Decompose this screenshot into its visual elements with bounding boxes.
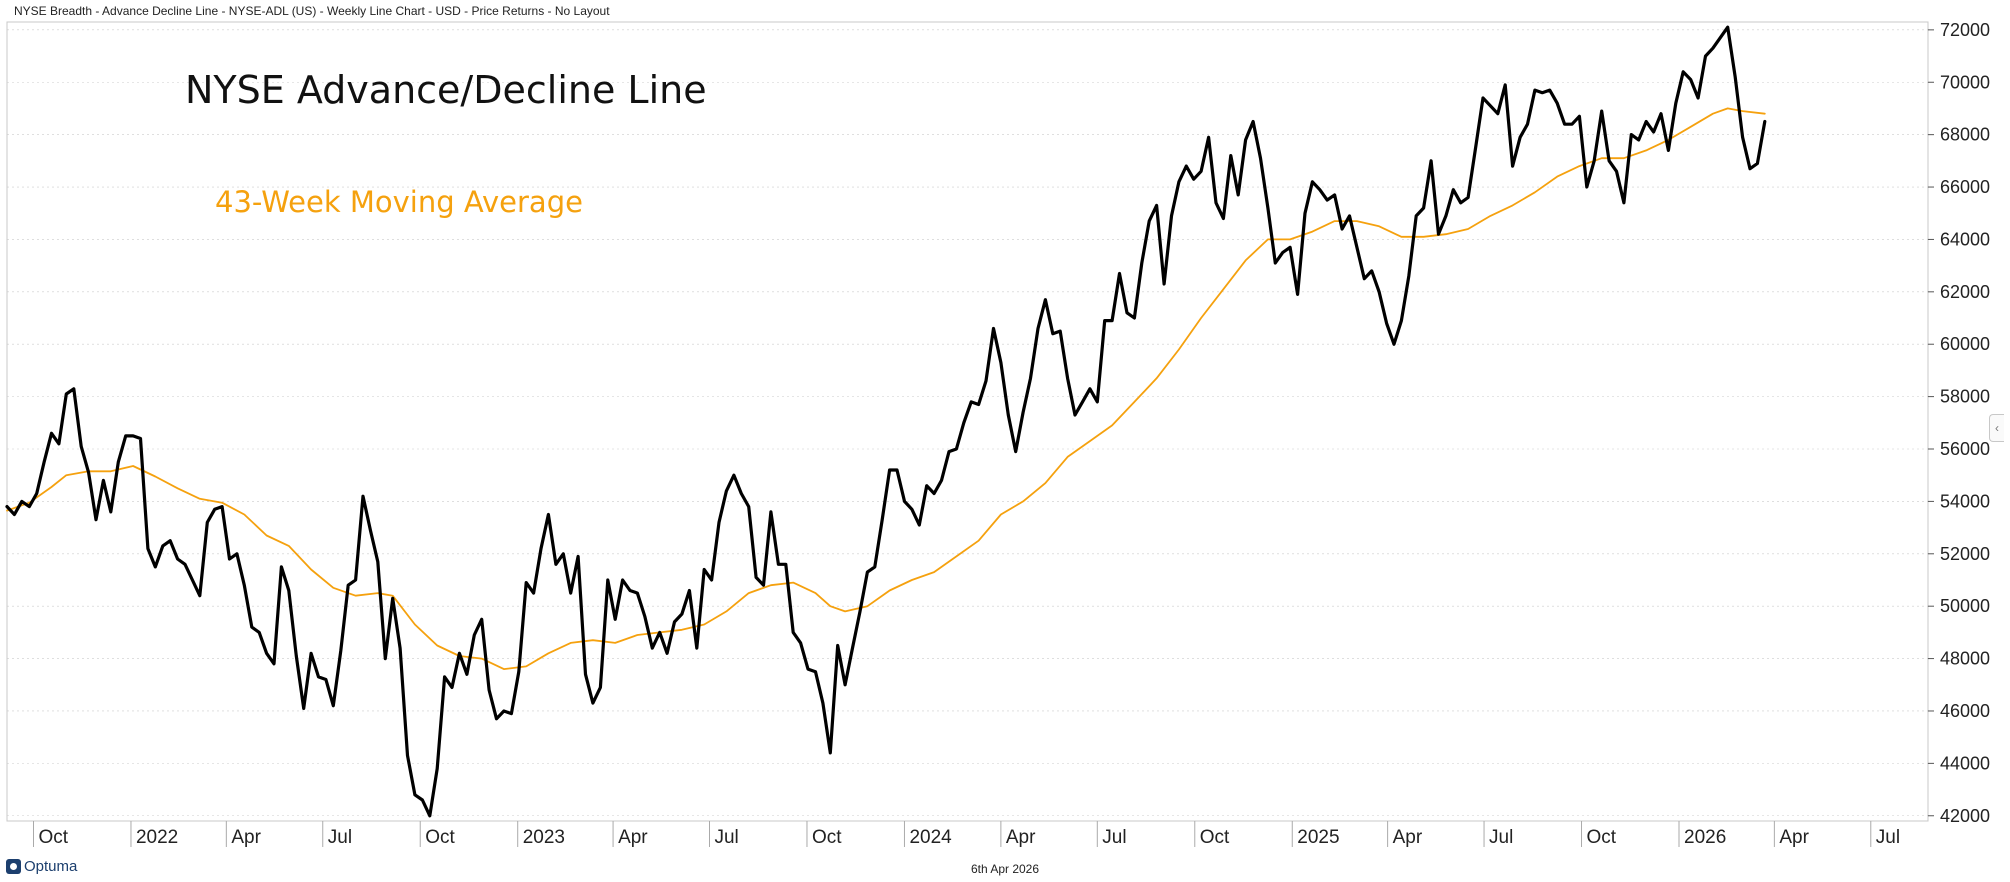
- y-tick-label: 58000: [1940, 387, 1990, 407]
- y-tick-label: 52000: [1940, 544, 1990, 564]
- x-tick-label: Oct: [812, 827, 842, 848]
- x-tick-label: Jul: [1102, 827, 1126, 848]
- y-tick-label: 66000: [1940, 177, 1990, 197]
- y-tick-label: 46000: [1940, 701, 1990, 721]
- y-tick-label: 54000: [1940, 491, 1990, 511]
- x-tick-label: 2022: [136, 827, 178, 848]
- chart-title: NYSE Advance/Decline Line: [185, 68, 707, 112]
- y-tick-label: 42000: [1940, 806, 1990, 826]
- y-tick-label: 68000: [1940, 125, 1990, 145]
- y-tick-label: 44000: [1940, 753, 1990, 773]
- x-tick-label: 2026: [1684, 827, 1726, 848]
- x-tick-label: 2024: [909, 827, 952, 848]
- x-tick-label: Oct: [1200, 827, 1230, 848]
- x-tick-label: Jul: [1489, 827, 1513, 848]
- x-tick-label: 2025: [1297, 827, 1339, 848]
- footer: Optuma 6th Apr 2026: [0, 852, 2010, 882]
- legend-label-ma: 43-Week Moving Average: [215, 185, 583, 219]
- footer-date: 6th Apr 2026: [970, 862, 1040, 876]
- series-line-moving-average[interactable]: [6, 107, 1766, 670]
- y-tick-label: 64000: [1940, 229, 1990, 249]
- series-group: [5, 25, 1767, 818]
- x-tick-label: Apr: [231, 827, 261, 848]
- y-tick-label: 56000: [1940, 439, 1990, 459]
- brand-name: Optuma: [24, 858, 78, 875]
- plot-frame: [6, 21, 1929, 822]
- x-tick-label: Jul: [1876, 827, 1900, 848]
- x-tick-label: 2023: [523, 827, 565, 848]
- y-tick-label: 50000: [1940, 596, 1990, 616]
- x-tick-label: Jul: [328, 827, 352, 848]
- optuma-logo-icon: [6, 859, 21, 874]
- chevron-left-icon: ‹: [1995, 421, 1999, 435]
- x-tick-label: Apr: [1006, 827, 1036, 848]
- y-tick-label: 70000: [1940, 72, 1990, 92]
- x-axis: Oct 2022 Apr Jul Oct 2023 Apr Jul Oct 2024 Apr Jul O…: [32, 821, 1900, 848]
- x-tick-label: Apr: [1779, 827, 1809, 848]
- x-tick-label: Oct: [38, 827, 68, 848]
- chart-area[interactable]: 42000 44000 46000 48000 50000 52000 54000 56000…: [0, 0, 2010, 852]
- optuma-logo: Optuma: [6, 858, 77, 875]
- x-tick-label: Jul: [714, 827, 738, 848]
- y-axis: 42000 44000 46000 48000 50000 52000 54000 56000…: [1928, 20, 1990, 826]
- collapse-panel-button[interactable]: ‹: [1989, 414, 2004, 442]
- y-tick-label: 60000: [1940, 334, 1990, 354]
- x-tick-label: Apr: [1393, 827, 1423, 848]
- chart-header-title: NYSE Breadth - Advance Decline Line - NY…: [14, 4, 610, 18]
- series-line-nyse-adl[interactable]: [5, 25, 1767, 818]
- x-tick-label: Oct: [425, 827, 455, 848]
- gridlines: [7, 29, 1928, 817]
- y-tick-label: 72000: [1940, 20, 1990, 40]
- x-tick-label: Oct: [1587, 827, 1617, 848]
- y-tick-label: 48000: [1940, 649, 1990, 669]
- y-tick-label: 62000: [1940, 282, 1990, 302]
- x-tick-label: Apr: [618, 827, 648, 848]
